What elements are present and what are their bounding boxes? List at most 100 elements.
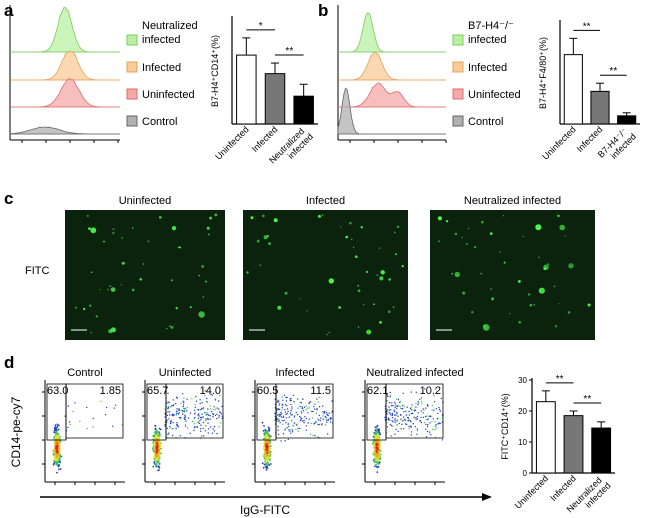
event — [158, 463, 161, 465]
event — [154, 459, 157, 461]
event — [166, 419, 168, 422]
event — [396, 398, 398, 400]
event — [310, 422, 313, 425]
event — [262, 429, 265, 432]
event — [296, 413, 299, 416]
event — [297, 398, 299, 400]
event — [266, 436, 269, 439]
event — [387, 418, 390, 420]
event — [199, 416, 202, 419]
event — [263, 445, 266, 448]
event — [157, 461, 159, 464]
event — [432, 428, 434, 431]
event — [194, 425, 196, 428]
cell — [110, 287, 116, 292]
cell — [388, 310, 391, 314]
event — [384, 416, 386, 419]
event — [203, 435, 205, 437]
event — [183, 410, 185, 412]
event — [290, 432, 292, 434]
event — [264, 455, 266, 457]
event — [314, 403, 316, 405]
event — [264, 435, 267, 437]
event — [297, 407, 299, 409]
event — [284, 440, 286, 442]
event — [268, 464, 271, 466]
cell — [564, 235, 566, 237]
event — [282, 416, 285, 418]
event — [392, 425, 394, 427]
cell — [518, 321, 521, 324]
event — [157, 457, 160, 459]
event — [201, 407, 203, 410]
event — [266, 459, 269, 461]
cell — [373, 303, 375, 306]
event — [302, 398, 304, 401]
gate-percent: 60.5 — [257, 385, 278, 397]
event — [216, 407, 218, 409]
event — [323, 410, 326, 413]
event — [72, 410, 74, 413]
event — [324, 416, 326, 418]
event — [176, 397, 179, 399]
event — [104, 414, 107, 416]
event — [282, 433, 285, 435]
event — [169, 420, 172, 422]
event — [397, 430, 399, 432]
significance-label: ** — [556, 374, 564, 385]
legend-swatch — [452, 115, 464, 127]
event — [308, 401, 310, 404]
event — [276, 420, 278, 423]
event — [196, 426, 198, 428]
event — [58, 464, 61, 466]
event — [198, 413, 200, 415]
legend-label: Control — [142, 116, 177, 128]
legend-swatch — [452, 88, 464, 100]
event — [164, 416, 166, 418]
cell — [533, 303, 535, 306]
event — [155, 434, 158, 437]
event — [375, 446, 378, 449]
event — [391, 402, 393, 404]
bar — [590, 90, 610, 125]
event — [266, 430, 269, 433]
event — [189, 432, 191, 434]
cell — [318, 214, 321, 218]
event — [177, 426, 180, 428]
event — [265, 469, 268, 471]
y-tick-label: 30 — [518, 376, 527, 385]
event — [303, 422, 305, 424]
event — [303, 406, 306, 408]
event — [67, 426, 69, 429]
event — [326, 421, 328, 423]
cell — [198, 274, 200, 277]
event — [313, 405, 315, 408]
event — [54, 459, 57, 461]
event — [178, 409, 180, 411]
event — [156, 430, 158, 433]
event — [214, 414, 217, 417]
bar — [591, 427, 612, 474]
x-tick-label: Uninfected — [540, 124, 577, 161]
event — [305, 405, 307, 407]
event — [384, 419, 386, 421]
event — [391, 420, 393, 422]
event — [287, 438, 289, 440]
cell — [90, 331, 92, 334]
event — [331, 411, 333, 414]
cell — [538, 256, 540, 258]
legend-label: B7-H4⁻/⁻ infected — [468, 20, 517, 46]
event — [54, 450, 56, 453]
event — [281, 396, 283, 398]
event — [416, 427, 419, 430]
event — [384, 411, 386, 413]
event — [154, 428, 157, 430]
event — [199, 402, 201, 405]
event — [375, 463, 377, 466]
event — [422, 416, 425, 418]
event — [204, 411, 206, 414]
event — [415, 391, 417, 393]
event — [404, 419, 406, 421]
event — [307, 412, 309, 414]
event — [300, 410, 303, 413]
